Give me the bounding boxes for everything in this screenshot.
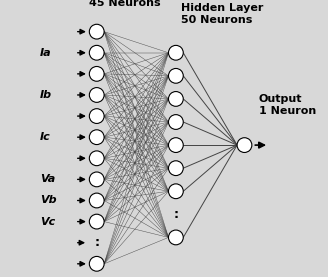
Circle shape (169, 115, 183, 129)
Circle shape (89, 130, 104, 145)
Text: Vc: Vc (40, 217, 55, 227)
Circle shape (89, 66, 104, 81)
Text: Ia: Ia (40, 48, 51, 58)
Text: Inputs
45 Neurons: Inputs 45 Neurons (89, 0, 160, 8)
Circle shape (89, 45, 104, 60)
Circle shape (169, 68, 183, 83)
Circle shape (169, 45, 183, 60)
Text: Hidden Layer
50 Neurons: Hidden Layer 50 Neurons (181, 3, 263, 25)
Circle shape (89, 193, 104, 208)
Circle shape (169, 138, 183, 152)
Circle shape (89, 172, 104, 187)
Circle shape (237, 138, 252, 152)
Circle shape (89, 214, 104, 229)
Text: Ib: Ib (40, 90, 52, 100)
Circle shape (169, 91, 183, 106)
Circle shape (169, 230, 183, 245)
Circle shape (89, 151, 104, 166)
Text: Output
1 Neuron: Output 1 Neuron (259, 94, 316, 116)
Circle shape (89, 24, 104, 39)
Text: Va: Va (40, 175, 55, 184)
Text: :: : (174, 208, 178, 221)
Text: Ic: Ic (40, 132, 51, 142)
Circle shape (169, 161, 183, 176)
Circle shape (89, 257, 104, 271)
Circle shape (169, 184, 183, 199)
Text: Vb: Vb (40, 196, 57, 206)
Text: :: : (94, 236, 99, 249)
Circle shape (89, 88, 104, 102)
Circle shape (89, 109, 104, 124)
